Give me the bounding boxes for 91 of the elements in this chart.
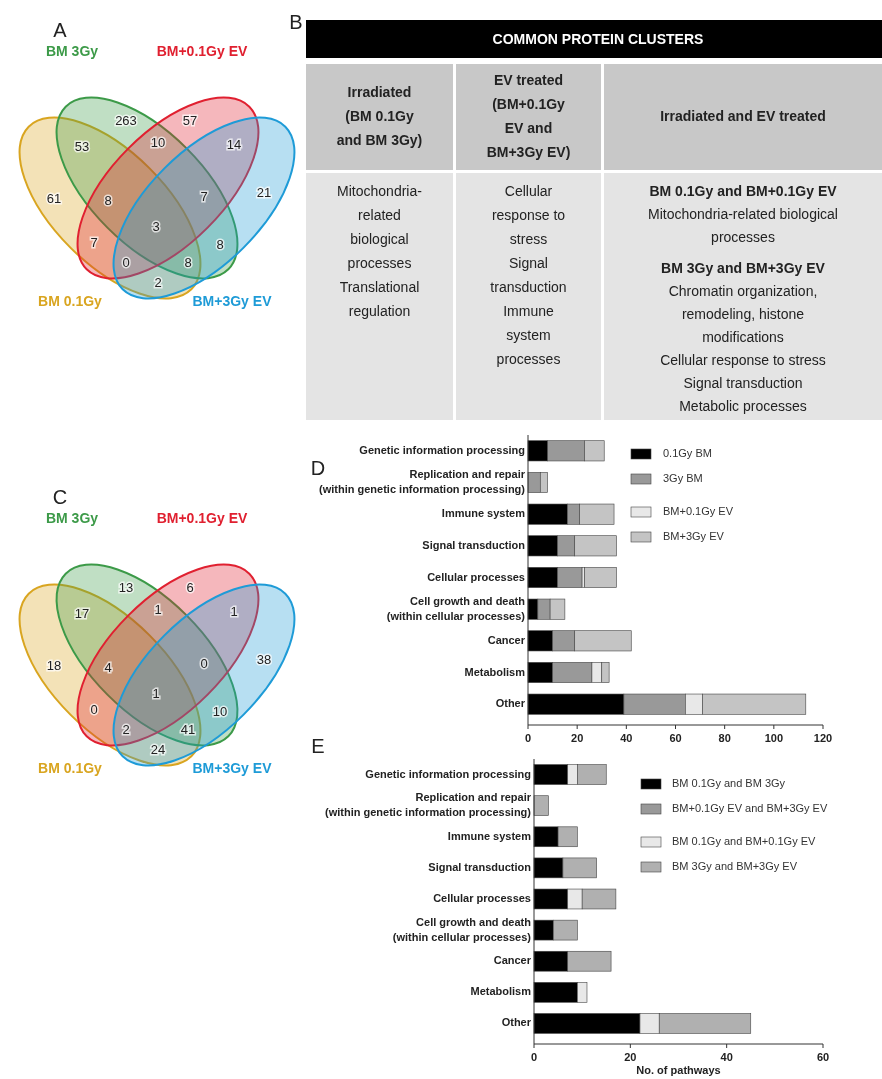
y-tick-label: Cell growth and death (within cellular processes) [386,594,526,622]
text: 38 [256,652,272,668]
y-tick-label: Cell growth and death (within cellular processes) [392,915,532,943]
category-label: Irradiated and EV treated [660,107,826,124]
text: Mitochondria-related biological processes [648,205,838,245]
x-tick-label: 0 [524,731,532,744]
text: C [52,486,68,509]
text: 2 [154,275,162,291]
text: 18 [46,658,62,674]
y-tick-label: Genetic information processing [365,767,531,780]
category-label: BM 3Gy and BM+3Gy EV [661,259,825,276]
x-tick-label: 20 [571,731,584,744]
y-tick-label: Signal transduction [422,538,526,551]
text: COMMON PROTEIN CLUSTERS [492,30,704,47]
bar [533,795,549,816]
text: 8 [184,255,192,271]
x-tick-label: 60 [816,1050,830,1063]
text: 17 [74,606,90,622]
text: 0 [200,656,208,672]
y-tick-label: Metabolism [470,985,532,998]
text: 1 [230,604,238,620]
y-tick-label: Cancer [487,633,526,646]
category-label: BM 0.1Gy and BM+0.1Gy EV [649,182,837,199]
legend-label: BM+0.1Gy EV [663,504,734,517]
text: 7 [200,189,208,205]
x-tick-label: 40 [720,1050,733,1063]
x-tick-label: 0 [530,1050,538,1063]
text: 8 [216,237,224,253]
text: 53 [74,139,90,155]
text: A [53,19,68,42]
legend-label: BM 0.1Gy [38,759,103,776]
text: 7 [90,235,98,251]
y-tick-label: Genetic information processing [359,443,525,456]
legend-label: BM 3Gy [45,509,99,526]
text: 0 [90,702,98,718]
legend-label: 0.1Gy BM [663,446,712,459]
x-tick-label: 60 [669,731,682,744]
x-tick-label: 120 [813,731,833,744]
text: 24 [150,742,166,758]
text: Cellular response to stress Signal transduction Immune system processes [490,182,567,367]
text: 4 [104,660,112,676]
legend-label: BM 3Gy [45,42,99,59]
x-tick-label: 100 [764,731,784,744]
text: 13 [118,580,134,596]
legend-label: BM+0.1Gy EV and BM+3Gy EV [672,801,828,814]
legend-label: BM 0.1Gy and BM+0.1Gy EV [672,834,817,847]
x-axis-title: No. of pathways [636,1063,721,1076]
text: 14 [226,137,242,153]
legend-label: BM 0.1Gy and BM 3Gy [672,776,786,789]
text: 21 [256,185,272,201]
legend-label: BM+3Gy EV [192,759,273,776]
text: Chromatin organization, remodeling, histone modifications Cellular response to stress Signal transduction Metabolic processes [660,282,826,414]
text: 8 [104,193,112,209]
y-tick-label: Other [495,697,526,710]
x-tick-label: 40 [620,731,633,744]
legend-label: BM+0.1Gy EV [156,42,248,59]
legend-label: BM 0.1Gy [38,292,103,309]
y-tick-label: Cancer [493,954,532,967]
category-label: Irradiated (BM 0.1Gy and BM 3Gy) [336,83,423,148]
text: B [289,11,303,34]
text: 10 [150,135,166,151]
y-tick-label: Immune system [447,829,532,842]
bar [584,567,617,588]
legend-label: BM+0.1Gy EV [156,509,248,526]
y-tick-label: Cellular processes [433,891,531,904]
y-tick-label: Other [501,1016,532,1029]
text: 3 [152,219,160,235]
legend-label: BM+3Gy EV [192,292,273,309]
y-tick-label: Immune system [441,507,526,520]
x-tick-label: 20 [624,1050,637,1063]
y-tick-label: Cellular processes [427,570,525,583]
text: 41 [180,722,196,738]
text: 6 [186,580,194,596]
text: 263 [115,113,137,129]
legend-label: 3Gy BM [663,471,703,484]
legend-label: BM 3Gy and BM+3Gy EV [672,859,798,872]
x-tick-label: 80 [718,731,731,744]
category-label: EV treated (BM+0.1Gy EV and BM+3Gy EV) [486,71,571,160]
text: 0 [122,255,130,271]
legend-label: BM+3Gy EV [663,529,725,542]
y-tick-label: Replication and repair (within genetic information processing) [325,791,532,819]
text: 10 [212,704,228,720]
text: Mitochondria- related biological processes Translational regulation [337,182,422,319]
y-tick-label: Signal transduction [428,860,532,873]
text: 61 [46,191,62,207]
text: 2 [122,722,130,738]
text: 1 [152,686,160,702]
text: 1 [154,602,162,618]
text: 57 [182,113,198,129]
y-tick-label: Metabolism [464,665,526,678]
text: E [311,735,325,758]
